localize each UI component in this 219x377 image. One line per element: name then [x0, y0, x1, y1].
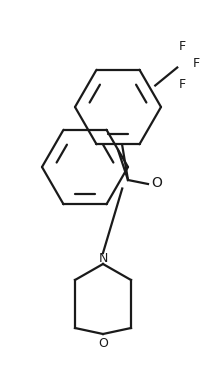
Text: F: F	[193, 57, 200, 70]
Text: O: O	[98, 337, 108, 350]
Text: F: F	[179, 78, 186, 90]
Text: N: N	[98, 253, 108, 265]
Text: F: F	[179, 40, 186, 54]
Text: O: O	[151, 176, 162, 190]
